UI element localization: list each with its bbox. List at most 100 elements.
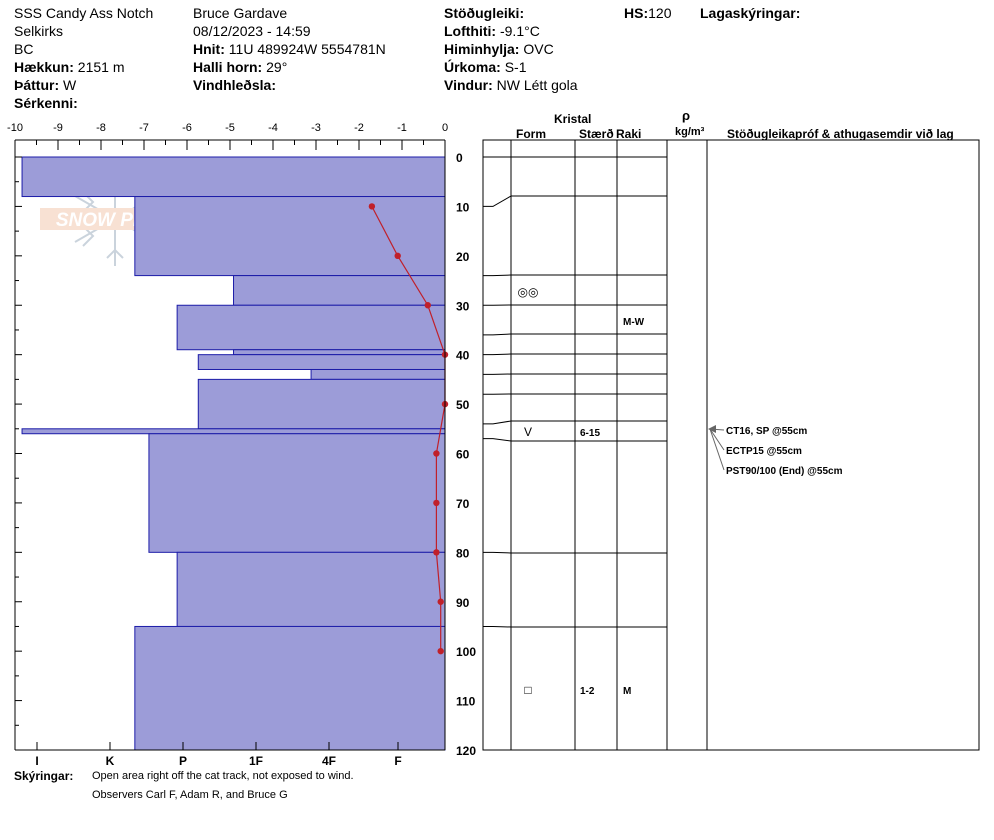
air-temp-label: Lofthiti: [444,23,497,39]
hardness-tick-label: I [35,754,38,768]
layer-connector [483,420,512,425]
stability-test: CT16, SP @55cm [726,426,807,437]
layer-size: 6-15 [580,428,600,439]
stability-test: PST90/100 (End) @55cm [726,466,843,477]
temp-tick-label: -1 [397,122,407,134]
features-label: Sérkenni: [14,95,78,111]
header-col3: Stöðugleiki: Lofthiti: -9.1°C Himinhylja… [444,4,578,94]
region-name: BC [14,41,34,57]
layer-connector [483,438,512,442]
hardness-bar [176,304,446,351]
temperature-point [433,450,440,457]
temperature-point [424,302,431,309]
stability-row: Stöðugleiki: [444,4,578,22]
depth-tick-label: 30 [456,299,470,313]
hardness-tick-label: P [179,754,187,768]
stability-label: Stöðugleiki: [444,5,525,21]
air-temp-row: Lofthiti: -9.1°C [444,22,578,40]
hardness-tick-label: K [106,754,115,768]
aspect-label: Þáttur: [14,77,60,93]
features-row: Sérkenni: [14,94,153,112]
temp-tick-label: -7 [139,122,149,134]
hardness-bar [176,551,446,627]
depth-tick-label: 0 [456,151,463,165]
layer-connector [483,274,512,277]
footer-comment-1: Open area right off the cat track, not e… [92,770,354,782]
precip-row: Úrkoma: S-1 [444,58,578,76]
hardness-bar [310,368,446,380]
temperature-point [437,598,444,605]
header-col1: SSS Candy Ass Notch Selkirks BC Hækkun: … [14,4,153,112]
slope-label: Halli horn: [193,59,263,75]
depth-tick-label: 70 [456,497,470,511]
depth-tick-label: 60 [456,448,470,462]
hardness-tick-label: 1F [249,754,263,768]
temp-tick-label: -5 [225,122,235,134]
sky-value: OVC [523,41,554,57]
layer-connector [483,353,512,356]
hs-row: HS:120 [624,4,671,22]
precip-label: Úrkoma: [444,59,501,75]
precip-value: S-1 [504,59,527,75]
depth-tick-label: 100 [456,645,476,659]
temp-tick-label: -6 [182,122,192,134]
test-arrow-icon [708,425,716,433]
depth-tick-label: 40 [456,349,470,363]
aspect-row: Þáttur: W [14,76,153,94]
elevation-row: Hækkun: 2151 m [14,58,153,76]
depth-tick-label: 10 [456,200,470,214]
temp-tick-label: -9 [53,122,63,134]
hardness-tick-label: F [394,754,401,768]
temperature-point [433,499,440,507]
coords-label: Hnit: [193,41,225,57]
observer-name: Bruce Gardave [193,5,288,21]
location-name: SSS Candy Ass Notch [14,5,154,21]
temperature-point [368,203,376,210]
hardness-bar [233,349,446,356]
coords-value: 11U 489924W 5554781N [228,41,386,57]
stability-test: ECTP15 @55cm [726,446,802,457]
layer-connector [483,551,512,554]
layer-moisture: M-W [623,317,645,328]
temp-tick-label: 0 [442,122,448,134]
hs-value: 120 [648,5,672,21]
temp-tick-label: -3 [311,122,321,134]
sky-row: Himinhylja: OVC [444,40,578,58]
footer-label: Skýringar: [14,769,74,783]
depth-tick-label: 90 [456,596,470,610]
layer-moisture: M [623,686,631,697]
temperature-point [433,549,440,556]
temp-tick-label: -8 [96,122,106,134]
col-density-unit: kg/m³ [675,126,705,138]
slope-row: Halli horn: 29° [193,58,386,76]
layer-connector [483,195,512,207]
legend-label: Lagaskýringar: [700,5,801,21]
layer-form-symbol: ◎◎ [518,285,539,299]
temp-tick-label: -4 [268,122,278,134]
depth-tick-label: 50 [456,398,470,412]
wind-loading-label: Vindhleðsla: [193,77,276,93]
air-temp-value: -9.1°C [499,23,540,39]
profile-table-frame [482,139,980,751]
hardness-bar [134,625,446,751]
col-rho: ρ [682,108,691,123]
datetime: 08/12/2023 - 14:59 [193,23,311,39]
hs-label: HS: [624,5,649,21]
test-pointer [709,428,725,471]
slope-value: 29° [266,59,288,75]
coords-row: Hnit: 11U 489924W 5554781N [193,40,386,58]
hardness-bar [197,378,446,430]
hardness-bar [134,196,446,277]
elevation-value: 2151 m [77,59,125,75]
temperature-point [394,252,401,260]
hardness-bar [197,354,446,370]
layer-connector [483,333,512,336]
legend-row: Lagaskýringar: [700,4,800,22]
range-name: Selkirks [14,23,64,39]
col-crystal: Kristal [554,112,592,126]
temp-tick-label: -2 [354,122,364,134]
hardness-tick-label: 4F [322,754,336,768]
hardness-bar [233,275,446,306]
depth-tick-label: 80 [456,546,470,560]
